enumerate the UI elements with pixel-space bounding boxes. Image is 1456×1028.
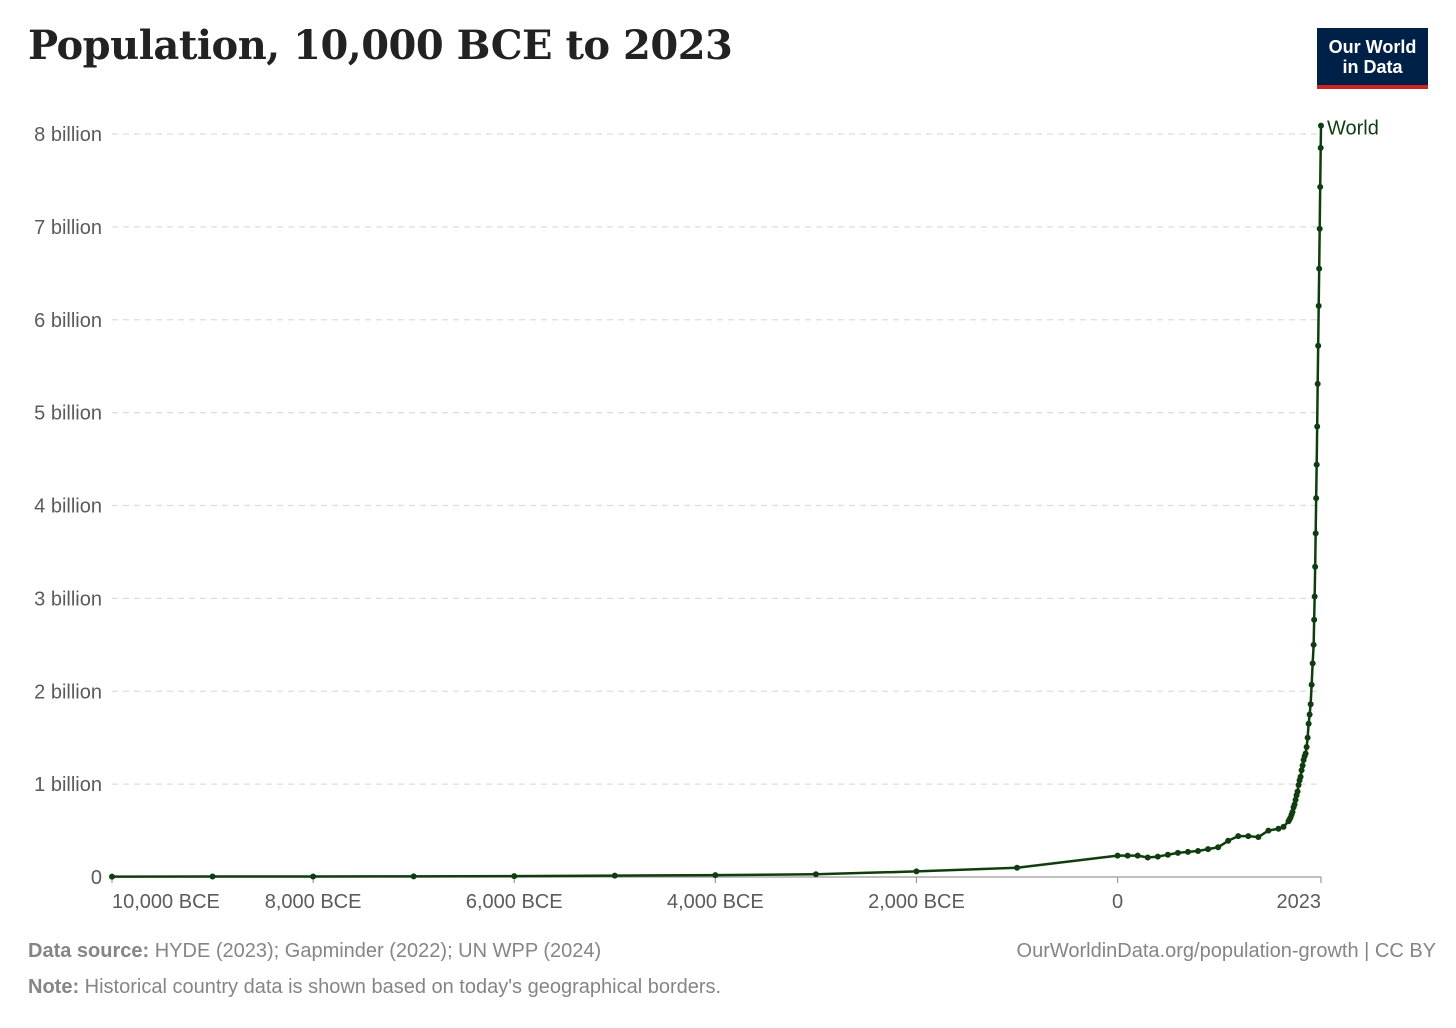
data-point [1255, 834, 1262, 841]
data-point [913, 868, 920, 875]
our-world-in-data-logo[interactable]: Our World in Data [1317, 28, 1428, 89]
data-point [1313, 461, 1320, 468]
source-url-line: OurWorldinData.org/population-growth | C… [1017, 940, 1436, 963]
data-point [1225, 837, 1232, 844]
series-label-world: World [1327, 118, 1379, 140]
data-point [1315, 342, 1322, 349]
data-point [1154, 853, 1161, 860]
data-point [1215, 844, 1222, 851]
data-point [1310, 641, 1317, 648]
x-tick-label: 2023 [1277, 891, 1322, 913]
data-point [1205, 846, 1212, 853]
data-source-line: Data source: HYDE (2023); Gapminder (202… [28, 940, 601, 963]
x-tick-label: 2,000 BCE [868, 891, 965, 913]
data-point [1306, 711, 1313, 718]
data-point [1295, 782, 1302, 789]
source-url-link[interactable]: OurWorldinData.org/population-growth [1016, 940, 1359, 962]
x-tick-label: 6,000 BCE [466, 891, 563, 913]
data-point [1305, 720, 1312, 727]
data-point [1311, 593, 1318, 600]
data-point [812, 871, 819, 878]
license-text: | CC BY [1358, 940, 1436, 962]
note-line: Note: Historical country data is shown b… [28, 976, 721, 999]
x-axis: 10,000 BCE 8,000 BCE 6,000 BCE 4,000 BCE 2,0… [111, 876, 1322, 913]
data-point [1014, 864, 1021, 871]
data-point [1298, 767, 1305, 774]
data-point [1164, 851, 1171, 858]
data-point [1195, 847, 1202, 854]
data-point [1314, 380, 1321, 387]
data-point [1315, 302, 1322, 309]
series-world: World [109, 118, 1379, 880]
data-point [109, 873, 115, 880]
data-point [1302, 750, 1309, 757]
chart-title: Population, 10,000 BCE to 2023 [28, 22, 733, 69]
data-point [1317, 183, 1324, 190]
data-point [1134, 852, 1141, 859]
y-tick-label: 0 [91, 867, 102, 889]
y-axis-labels: 0 1 billion 2 billion 3 billion 4 billion 5 b… [34, 124, 102, 889]
data-point [1312, 530, 1319, 537]
logo-line-1: Our World [1328, 36, 1417, 57]
data-point [1314, 423, 1321, 430]
data-point [1265, 827, 1272, 834]
data-point [1304, 734, 1311, 741]
grid-lines [112, 133, 1321, 785]
population-line-chart: 0 1 billion 2 billion 3 billion 4 billion 5 b… [34, 118, 1379, 913]
data-point [1174, 849, 1181, 856]
data-point [1316, 265, 1323, 272]
data-point [310, 873, 317, 880]
logo-line-2: in Data [1342, 56, 1403, 77]
data-point [1245, 833, 1252, 840]
data-point [1303, 743, 1310, 750]
series-line-world [111, 125, 1323, 878]
data-point [1292, 796, 1299, 803]
y-tick-label: 8 billion [34, 124, 102, 146]
y-tick-label: 3 billion [34, 588, 102, 610]
data-point [1311, 616, 1318, 623]
x-tick-label: 4,000 BCE [667, 891, 764, 913]
x-tick-label: 10,000 BCE [112, 891, 220, 913]
data-point [1275, 825, 1282, 832]
y-tick-label: 6 billion [34, 310, 102, 332]
data-point [611, 872, 618, 879]
data-point [1317, 144, 1324, 151]
note-text: Historical country data is shown based o… [79, 976, 722, 998]
data-point [1309, 660, 1316, 667]
data-point [1318, 122, 1324, 129]
data-point [1184, 848, 1191, 855]
y-tick-label: 1 billion [34, 774, 102, 796]
data-point [1308, 681, 1315, 688]
data-point [1313, 495, 1320, 502]
data-point [1316, 225, 1323, 232]
data-point [1299, 762, 1306, 769]
data-point [1307, 701, 1314, 708]
data-point [1114, 852, 1121, 859]
x-tick-label: 0 [1112, 891, 1123, 913]
data-point [1294, 788, 1301, 795]
data-point [1291, 801, 1298, 808]
x-tick-label: 8,000 BCE [265, 891, 362, 913]
data-source-label: Data source: [28, 940, 150, 962]
data-point [1280, 823, 1287, 830]
y-tick-label: 2 billion [34, 681, 102, 703]
data-point [209, 873, 216, 880]
y-tick-label: 4 billion [34, 496, 102, 518]
data-point [1297, 773, 1304, 780]
data-point [1289, 808, 1296, 815]
data-point [1124, 852, 1131, 859]
data-source-text: HYDE (2023); Gapminder (2022); UN WPP (2… [149, 940, 602, 962]
y-tick-label: 7 billion [34, 217, 102, 239]
data-point [1312, 563, 1319, 570]
data-point [1235, 833, 1242, 840]
data-point [511, 873, 518, 880]
data-point [410, 873, 417, 880]
data-point [1144, 854, 1151, 861]
data-point [712, 872, 719, 879]
note-label: Note: [28, 976, 80, 998]
y-tick-label: 5 billion [34, 403, 102, 425]
